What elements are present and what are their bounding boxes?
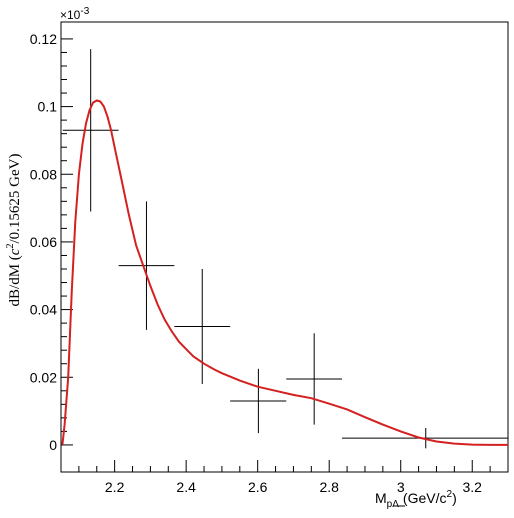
data-point <box>286 333 343 425</box>
y-tick-label: 0.04 <box>30 302 57 318</box>
x-tick-label: 3 <box>397 479 405 495</box>
y-axis-ticks: 0 0.02 0.04 0.06 0.08 0.1 0.12 <box>30 31 73 453</box>
x-tick-label: 2.6 <box>248 479 268 495</box>
x-tick-label: 3.2 <box>463 479 483 495</box>
data-points <box>62 49 508 449</box>
data-point <box>118 201 175 330</box>
data-point <box>62 49 119 212</box>
data-point <box>174 268 231 385</box>
y-tick-label: 0 <box>49 437 57 453</box>
plot-frame <box>60 21 509 473</box>
x-tick-label: 2.2 <box>105 479 125 495</box>
y-tick-label: 0.06 <box>30 234 57 250</box>
x-tick-label: 2.8 <box>319 479 339 495</box>
fit-curve <box>61 99 508 446</box>
data-point <box>230 368 287 434</box>
y-tick-label: 0.08 <box>30 166 57 182</box>
x-tick-label: 2.4 <box>176 479 196 495</box>
y-tick-label: 0.02 <box>30 369 57 385</box>
y-tick-label: 0.12 <box>30 31 57 47</box>
x-axis-ticks: 2.2 2.4 2.6 2.8 3 3.2 <box>78 460 509 495</box>
y-multiplier: ×10-3 <box>60 6 90 22</box>
y-tick-label: 0.1 <box>38 99 58 115</box>
y-axis-title: dB/dM (c2/0.15625 GeV) <box>5 154 23 307</box>
x-axis-title: MpΛ (GeV/c2) <box>375 489 457 510</box>
